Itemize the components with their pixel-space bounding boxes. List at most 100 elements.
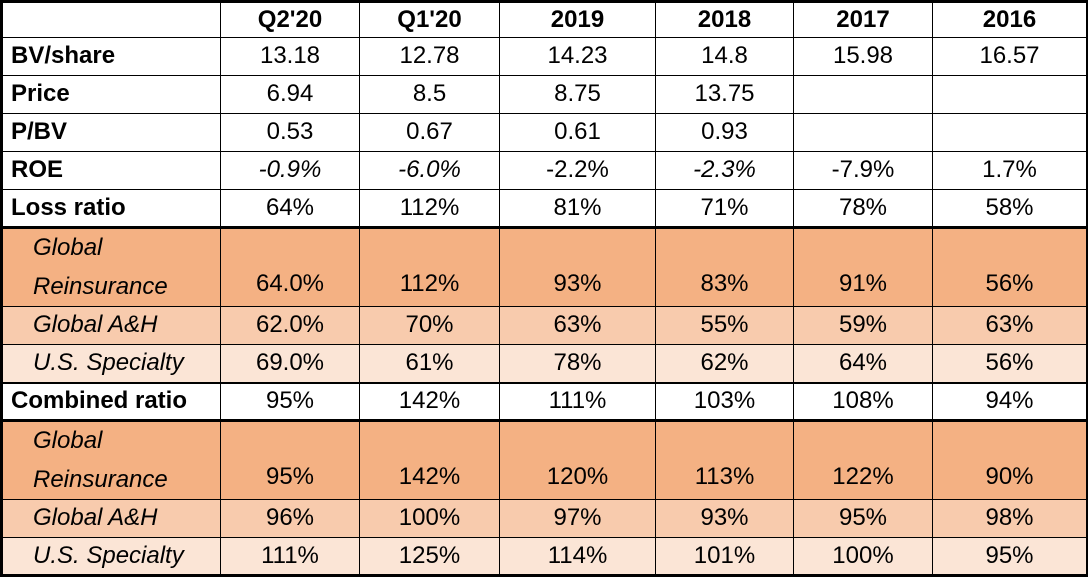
row-label: Global Reinsurance [1,420,221,500]
value-cell: 61% [359,344,500,384]
row-label: U.S. Specialty [1,344,221,384]
value-cell: 64% [220,189,360,229]
value-cell: 93% [499,227,656,307]
value-cell: 125% [359,537,500,576]
value-cell: 122% [793,420,933,500]
value-cell: 100% [359,499,500,538]
column-header: Q1'20 [359,1,500,38]
value-cell: 81% [499,189,656,229]
value-cell: -0.9% [220,151,360,190]
row-label: Combined ratio [1,382,221,422]
value-cell: 63% [932,306,1088,345]
value-cell: 111% [499,382,656,422]
value-cell: 62% [655,344,794,384]
value-cell: 142% [359,382,500,422]
value-cell: 64.0% [220,227,360,307]
row-label: Global Reinsurance [1,227,221,307]
value-cell: -2.3% [655,151,794,190]
value-cell: 108% [793,382,933,422]
corner-empty-cell [1,1,221,38]
value-cell: 15.98 [793,37,933,76]
row-label: U.S. Specialty [1,537,221,576]
value-cell: 13.75 [655,75,794,114]
value-cell: 14.8 [655,37,794,76]
value-cell: 103% [655,382,794,422]
value-cell [932,113,1088,152]
value-cell: 56% [932,227,1088,307]
value-cell: 71% [655,189,794,229]
value-cell [932,75,1088,114]
value-cell: 8.75 [499,75,656,114]
value-cell: 16.57 [932,37,1088,76]
table-row: U.S. Specialty 111% 125% 114% 101% 100% 95% [1,537,1088,576]
row-label: Price [1,75,221,114]
column-header: 2018 [655,1,794,38]
value-cell: 63% [499,306,656,345]
value-cell: 56% [932,344,1088,384]
table-row: ROE -0.9% -6.0% -2.2% -2.3% -7.9% 1.7% [1,151,1088,190]
column-header: 2017 [793,1,933,38]
value-cell: 1.7% [932,151,1088,190]
value-cell [793,113,933,152]
value-cell: 58% [932,189,1088,229]
value-cell: 93% [655,499,794,538]
table-row: Combined ratio 95% 142% 111% 103% 108% 94% [1,382,1088,422]
value-cell: 0.93 [655,113,794,152]
table-row: Loss ratio 64% 112% 81% 71% 78% 58% [1,189,1088,229]
value-cell: 95% [932,537,1088,576]
value-cell: 97% [499,499,656,538]
value-cell: 90% [932,420,1088,500]
value-cell: 12.78 [359,37,500,76]
table-row: Price 6.94 8.5 8.75 13.75 [1,75,1088,114]
value-cell: 78% [793,189,933,229]
value-cell: 8.5 [359,75,500,114]
value-cell: 69.0% [220,344,360,384]
value-cell: 0.61 [499,113,656,152]
table-row: Global Reinsurance 95% 142% 120% 113% 122% 90% [1,420,1088,500]
value-cell: 0.67 [359,113,500,152]
row-label: Loss ratio [1,189,221,229]
value-cell: -7.9% [793,151,933,190]
row-label: P/BV [1,113,221,152]
table-row: U.S. Specialty 69.0% 61% 78% 62% 64% 56% [1,344,1088,384]
table-row: Global A&H 62.0% 70% 63% 55% 59% 63% [1,306,1088,345]
value-cell: 100% [793,537,933,576]
value-cell: 14.23 [499,37,656,76]
value-cell: 120% [499,420,656,500]
row-label: Global A&H [1,306,221,345]
value-cell: 94% [932,382,1088,422]
header-row: Q2'20 Q1'20 2019 2018 2017 2016 [1,1,1088,38]
table-row: Global Reinsurance 64.0% 112% 93% 83% 91% 56% [1,227,1088,307]
value-cell: 95% [220,420,360,500]
value-cell: -6.0% [359,151,500,190]
column-header: 2016 [932,1,1088,38]
value-cell: -2.2% [499,151,656,190]
value-cell: 64% [793,344,933,384]
value-cell: 98% [932,499,1088,538]
value-cell: 55% [655,306,794,345]
table-row: Global A&H 96% 100% 97% 93% 95% 98% [1,499,1088,538]
value-cell: 70% [359,306,500,345]
value-cell: 83% [655,227,794,307]
value-cell: 101% [655,537,794,576]
row-label: ROE [1,151,221,190]
value-cell [793,75,933,114]
value-cell: 13.18 [220,37,360,76]
value-cell: 91% [793,227,933,307]
value-cell: 95% [793,499,933,538]
value-cell: 59% [793,306,933,345]
value-cell: 111% [220,537,360,576]
value-cell: 112% [359,189,500,229]
value-cell: 6.94 [220,75,360,114]
table-row: P/BV 0.53 0.67 0.61 0.93 [1,113,1088,152]
row-label: BV/share [1,37,221,76]
value-cell: 95% [220,382,360,422]
value-cell: 142% [359,420,500,500]
column-header: Q2'20 [220,1,360,38]
column-header: 2019 [499,1,656,38]
value-cell: 78% [499,344,656,384]
value-cell: 0.53 [220,113,360,152]
value-cell: 96% [220,499,360,538]
